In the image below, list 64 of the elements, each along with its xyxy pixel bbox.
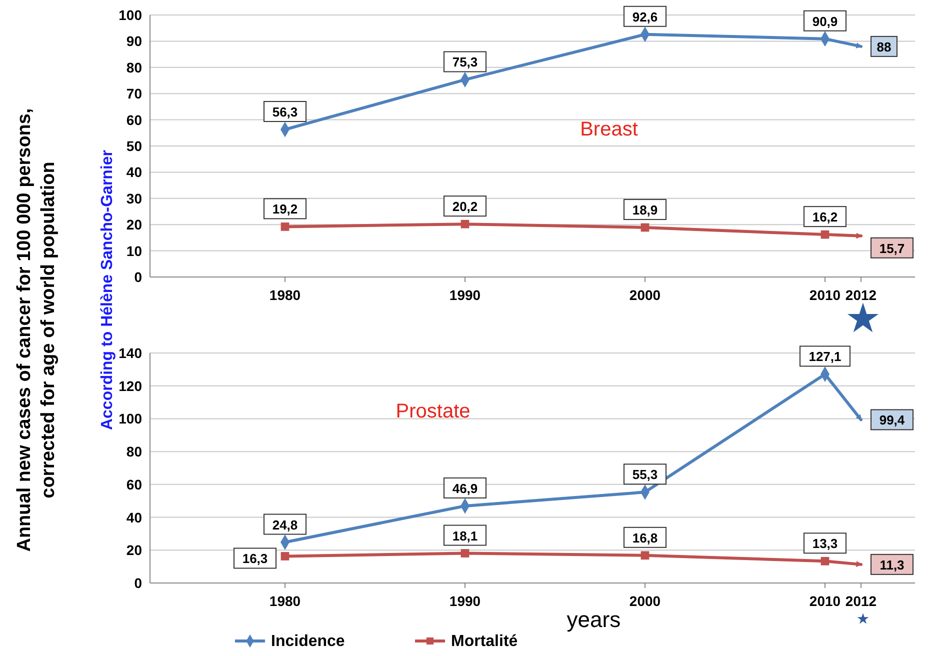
text: According to Hélène Sancho-Garnier	[99, 150, 116, 430]
y-tick-label: 20	[126, 542, 142, 558]
data-label: 20,2	[452, 199, 478, 214]
y-axis-title: Annual new cases of cancer for 100 000 persons, corrected for age of world population	[14, 108, 59, 552]
y-tick-label: 70	[126, 86, 142, 102]
y-tick-label: 40	[126, 509, 142, 526]
y-tick-label: 60	[126, 112, 142, 128]
text: Prostate	[396, 400, 470, 422]
point	[460, 220, 470, 228]
x-axis-title: years	[566, 607, 621, 632]
y-tick-label: 120	[118, 378, 142, 394]
text: Breast	[580, 118, 638, 141]
data-label: 18,9	[632, 202, 658, 218]
data-label: 46,9	[452, 480, 478, 496]
point	[280, 552, 290, 560]
x-tick-label: 1990	[449, 593, 481, 609]
y-tick-label: 80	[126, 59, 142, 76]
point	[280, 222, 290, 231]
data-label: 15,7	[879, 240, 905, 256]
y-tick-label: 0	[134, 269, 142, 285]
y-tick-label: 80	[126, 444, 142, 460]
data-label: 19,2	[272, 202, 298, 217]
data-label: 92,6	[632, 9, 658, 24]
y-tick-label: 20	[126, 216, 142, 233]
x-tick-label: 1980	[269, 287, 301, 303]
data-label: 90,9	[812, 14, 838, 29]
data-label: 16,3	[242, 551, 268, 566]
y-tick-label: 10	[126, 242, 142, 259]
y-tick-label: 100	[118, 410, 142, 427]
data-label: 55,3	[632, 467, 658, 482]
x-tick-label: 2012	[845, 593, 877, 609]
point	[820, 230, 830, 239]
data-label: 56,3	[272, 104, 298, 120]
point	[640, 551, 650, 560]
x-tick-label: 2000	[629, 287, 661, 303]
x-tick-label: 2010	[809, 593, 841, 609]
legend-label: Mortalité	[451, 633, 518, 650]
y-tick-label: 60	[126, 476, 142, 492]
data-label: 13,3	[812, 536, 838, 552]
x-tick-label: 2012	[845, 287, 877, 303]
data-label: 11,3	[880, 557, 904, 572]
data-label: 16,8	[632, 530, 658, 546]
x-tick-label: 2000	[629, 593, 661, 609]
data-label: 127,1	[808, 349, 842, 364]
data-label: 24,8	[272, 517, 298, 532]
point	[820, 556, 830, 566]
y-tick-label: 140	[118, 345, 142, 361]
y-tick-label: 30	[126, 190, 142, 206]
legend-label: Incidence	[271, 633, 345, 650]
y-tick-label: 90	[126, 33, 142, 50]
x-tick-label: 1980	[269, 593, 301, 609]
y-tick-label: 50	[126, 138, 142, 154]
x-tick-label: 1990	[449, 287, 481, 303]
data-label: 99,4	[879, 412, 906, 428]
x-tick-label: 2010	[809, 287, 841, 303]
data-label: 18,1	[452, 528, 478, 544]
data-label: 88	[876, 39, 892, 54]
data-label: 75,3	[452, 54, 478, 70]
y-tick-label: 40	[126, 164, 142, 180]
point	[640, 223, 650, 232]
data-label: 16,2	[812, 210, 838, 225]
point	[460, 549, 470, 558]
y-tick-label: 0	[134, 575, 142, 591]
y-tick-label: 100	[118, 7, 142, 23]
